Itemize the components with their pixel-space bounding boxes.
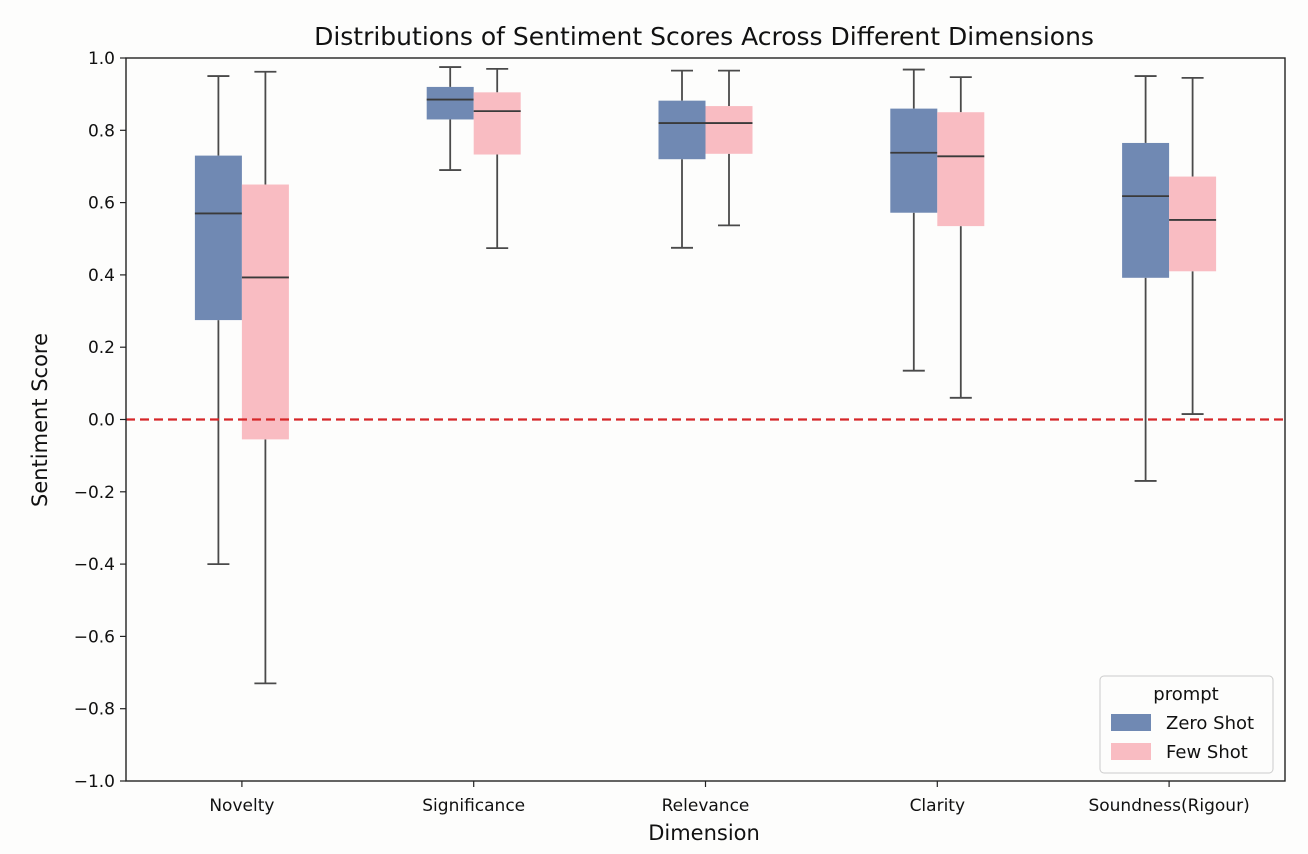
box-few-shot-clarity — [937, 76, 985, 399]
box-body — [473, 92, 521, 155]
y-tick-label: −0.6 — [74, 627, 115, 647]
box-few-shot-relevance — [705, 69, 753, 227]
x-axis-title: Dimension — [648, 821, 760, 845]
y-tick-label: 1.0 — [88, 49, 115, 69]
x-tick-label: Clarity — [910, 796, 965, 816]
y-tick-label: −0.4 — [74, 555, 115, 575]
y-axis-title: Sentiment Score — [28, 333, 52, 507]
x-tick-label: Relevance — [662, 796, 750, 816]
box-few-shot-novelty — [241, 70, 289, 685]
y-tick-label: 0.8 — [88, 121, 115, 141]
legend-title: prompt — [1153, 684, 1218, 705]
chart-title: Distributions of Sentiment Scores Across… — [314, 22, 1094, 51]
box-few-shot-significance — [473, 67, 521, 250]
box-few-shot-soundness-rigour- — [1169, 76, 1217, 415]
x-tick-label: Significance — [422, 796, 525, 816]
box-body — [426, 86, 474, 120]
y-tick-label: 0.6 — [88, 194, 115, 214]
plot-frame — [125, 57, 1286, 782]
legend-label-zero-shot: Zero Shot — [1166, 713, 1254, 734]
legend-swatch-zero-shot — [1111, 714, 1151, 731]
legend-label-few-shot: Few Shot — [1166, 742, 1248, 763]
y-tick-label: −0.8 — [74, 700, 115, 720]
y-tick-label: −1.0 — [74, 772, 115, 792]
box-body — [1122, 142, 1170, 278]
box-body — [1169, 176, 1217, 272]
box-zero-shot-significance — [426, 66, 474, 171]
x-tick-label: Soundness(Rigour) — [1088, 796, 1249, 816]
plot-area: 1.0 0.8 0.6 0.4 0.2 0.0 −0.2 −0.4 −0.6 −0.8 −1.0 No… — [74, 49, 1286, 816]
legend: prompt Zero Shot Few Shot — [1099, 675, 1274, 774]
box-body — [241, 184, 289, 440]
y-tick-label: 0.4 — [88, 266, 115, 286]
box-zero-shot-clarity — [890, 68, 938, 372]
y-tick-label: −0.2 — [74, 483, 115, 503]
y-tick-label: 0.0 — [88, 411, 115, 431]
legend-swatch-few-shot — [1111, 743, 1151, 760]
box-body — [705, 106, 753, 154]
box-body — [194, 155, 242, 321]
box-body — [890, 108, 938, 213]
box-body — [658, 100, 706, 160]
box-zero-shot-novelty — [194, 75, 242, 565]
y-tick-label: 0.2 — [88, 338, 115, 358]
box-zero-shot-relevance — [658, 69, 706, 249]
x-tick-label: Novelty — [209, 796, 274, 816]
box-zero-shot-soundness-rigour- — [1122, 75, 1170, 482]
box-body — [937, 112, 985, 227]
